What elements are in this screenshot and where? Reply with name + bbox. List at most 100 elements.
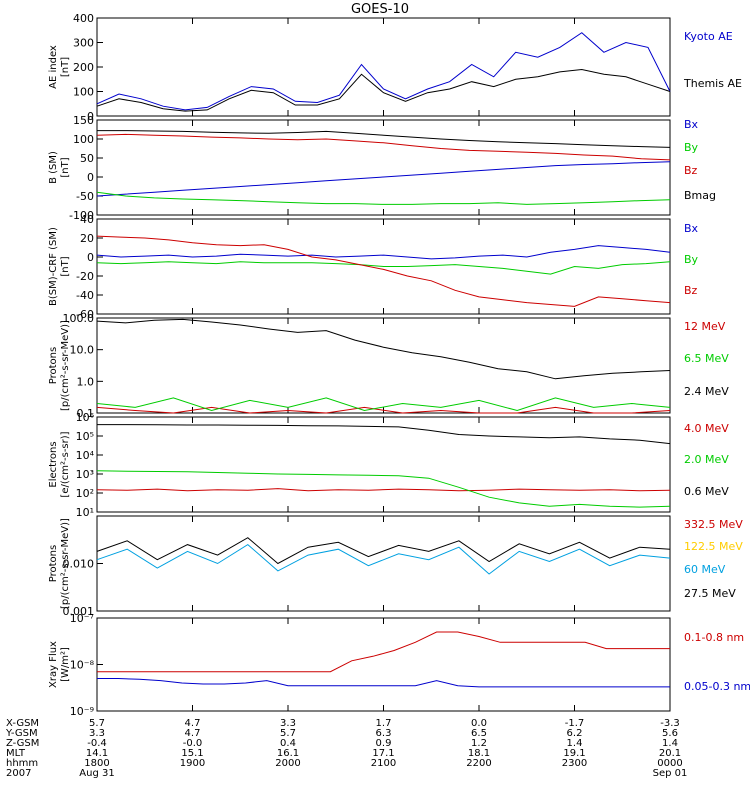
- panel-frame: [96, 119, 671, 216]
- legend-label: 0.1-0.8 nm: [684, 631, 744, 644]
- y-tick-label: 10⁻⁹: [70, 705, 94, 718]
- ephemeris-cell: 3.3: [280, 718, 296, 729]
- ephemeris-cell: 2100: [371, 758, 396, 769]
- y-tick-label: -40: [76, 289, 94, 302]
- y-tick-label: 100.0: [63, 312, 95, 325]
- y-tick-label: 10²: [76, 487, 94, 500]
- plot-title: GOES-10: [351, 2, 409, 17]
- series-line-bx: [96, 245, 671, 260]
- legend-label: 4.0 MeV: [684, 422, 729, 435]
- legend-label: By: [684, 141, 699, 154]
- y-axis-label: B (SM): [48, 151, 59, 184]
- y-tick-label: 100: [73, 133, 94, 146]
- series-line-bx: [96, 161, 671, 197]
- ephemeris-cell: 1.4: [567, 738, 583, 749]
- y-tick-label: 40: [80, 213, 94, 226]
- legend-label: Themis AE: [683, 77, 742, 90]
- panel-bsm: -100 -50 0 50 100 150 B (SM) [nT] Bx By Bz Bmag: [48, 114, 716, 222]
- series-line-4-0-mev: [96, 488, 671, 492]
- ephemeris-cell: 3.3: [89, 728, 105, 739]
- y-tick-label: 0.010: [63, 558, 95, 571]
- ephemeris-cell: 14.1: [86, 748, 108, 759]
- y-axis-label: [p/(cm²-s-sr-MeV)]: [60, 320, 71, 411]
- ephemeris-cell: 16.1: [277, 748, 299, 759]
- y-tick-label: 10.0: [70, 344, 95, 357]
- y-tick-label: -100: [69, 209, 94, 222]
- y-tick-label: 10⁵: [76, 430, 94, 443]
- y-tick-label: 10³: [76, 468, 94, 481]
- ephemeris-cell: 1900: [180, 758, 205, 769]
- y-axis-label: [nT]: [60, 57, 71, 77]
- series-line-60-mev: [96, 543, 671, 575]
- y-axis-label: Electrons: [48, 441, 59, 487]
- series-line-0-1-0-8-nm: [97, 631, 670, 673]
- panel-electrons: 10¹ 10² 10³ 10⁴ 10⁵ 10⁶ Electrons [e/(cm²-s-sr)…: [48, 411, 729, 519]
- ephemeris-row-label: X-GSM: [6, 718, 39, 729]
- legend-label: 6.5 MeV: [684, 352, 729, 365]
- ephemeris-cell: 1800: [84, 758, 109, 769]
- y-tick-label: 50: [80, 152, 94, 165]
- y-tick-label: -20: [76, 270, 94, 283]
- series-line-0-05-0-3-nm: [97, 678, 670, 688]
- y-tick-label: 10⁻⁸: [70, 659, 95, 672]
- panel-frame: [96, 515, 671, 612]
- legend-label: 2.4 MeV: [684, 385, 729, 398]
- y-axis-label: [p/(cm²-s-sr-MeV)]: [60, 518, 71, 609]
- y-tick-label: 0: [87, 251, 94, 264]
- ephemeris-cell: 2200: [466, 758, 491, 769]
- y-axis-label: B(SM)-CRF (SM): [48, 227, 59, 306]
- series-line-bz: [96, 235, 671, 307]
- legend-label: 27.5 MeV: [684, 587, 736, 600]
- ephemeris-cell: Aug 31: [79, 768, 114, 779]
- series-line-2-0-mev: [96, 470, 671, 508]
- ephemeris-cell: 0.9: [376, 738, 392, 749]
- legend-label: 122.5 MeV: [684, 540, 743, 553]
- ephemeris-cell: 5.7: [89, 718, 105, 729]
- ephemeris-cell: 1.7: [376, 718, 392, 729]
- legend-label: 12 MeV: [684, 320, 726, 333]
- y-tick-label: -50: [76, 190, 94, 203]
- y-tick-label: 0: [87, 110, 94, 123]
- ephemeris-cell: 0.4: [280, 738, 296, 749]
- ephemeris-cell: 2000: [275, 758, 300, 769]
- y-tick-label: 0.1: [77, 407, 95, 420]
- y-axis-label: Protons: [48, 545, 59, 582]
- ephemeris-cell: -1.7: [565, 718, 585, 729]
- y-tick-label: 200: [73, 61, 94, 74]
- series-line-themis-ae: [96, 68, 671, 112]
- ephemeris-cell: 17.1: [372, 748, 394, 759]
- legend-label: 0.05-0.3 nm: [684, 680, 750, 693]
- ephemeris-cell: 2300: [562, 758, 587, 769]
- legend-label: 60 MeV: [684, 563, 726, 576]
- y-tick-label: 100: [73, 86, 94, 99]
- y-tick-label: 10¹: [76, 506, 94, 519]
- series-line-kyoto-ae: [96, 32, 671, 111]
- ephemeris-cell: 1.2: [471, 738, 487, 749]
- ephemeris-cell: 1.4: [662, 738, 678, 749]
- y-axis-label: [nT]: [60, 256, 71, 276]
- series-line-2-4-mev: [96, 318, 671, 380]
- panel-frame: [96, 317, 671, 414]
- ephemeris-row-label: Y-GSM: [5, 728, 38, 739]
- ephemeris-cell: 0.0: [471, 718, 487, 729]
- ephemeris-cell: 6.3: [376, 728, 392, 739]
- legend-label: Bz: [684, 164, 698, 177]
- legend-label: 2.0 MeV: [684, 453, 729, 466]
- y-axis-label: AE index: [48, 45, 59, 89]
- panel-frame: [96, 416, 671, 513]
- y-tick-label: -60: [76, 308, 94, 321]
- ephemeris-row-label: hhmm: [6, 758, 38, 769]
- ephemeris-cell: 19.1: [563, 748, 585, 759]
- panel-frame: [96, 17, 671, 117]
- ephemeris-cell: 6.5: [471, 728, 487, 739]
- series-line-by: [96, 261, 671, 275]
- ephemeris-table: X-GSMY-GSMZ-GSMMLThhmm20075.73.3-0.414.1…: [5, 718, 687, 779]
- legend-label: Kyoto AE: [684, 30, 733, 43]
- series-line-27-5-mev: [96, 537, 671, 565]
- ephemeris-cell: 20.1: [659, 748, 681, 759]
- y-tick-label: 20: [80, 232, 94, 245]
- series-line-6-5-mev: [96, 397, 671, 412]
- y-tick-label: 10⁶: [76, 411, 95, 424]
- ephemeris-cell: 6.2: [567, 728, 583, 739]
